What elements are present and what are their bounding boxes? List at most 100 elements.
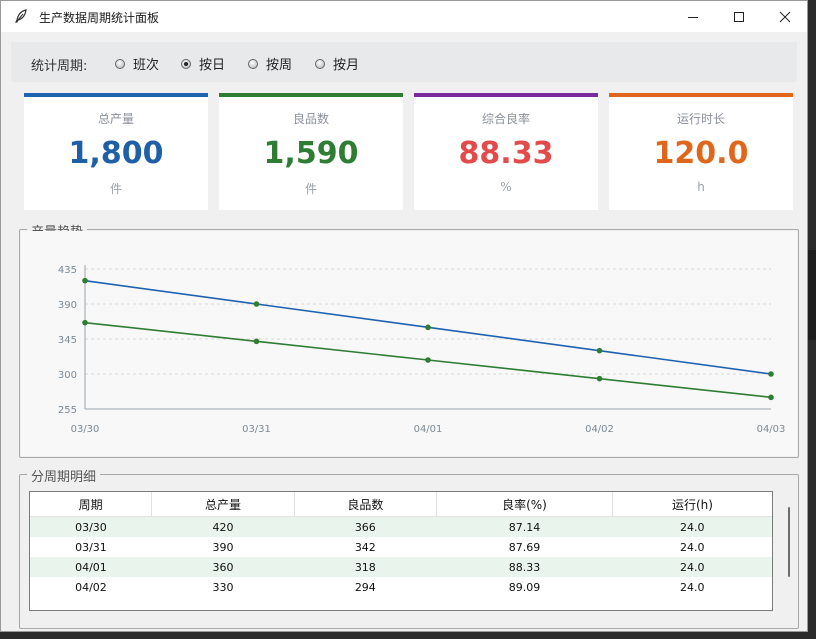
table-cell: 88.33 (436, 557, 613, 577)
radio-shift[interactable]: 班次 (115, 54, 159, 73)
card-good-count: 良品数 1,590 件 (219, 93, 403, 210)
radio-label: 班次 (133, 58, 160, 73)
card-unit: 件 (304, 182, 317, 196)
radio-label: 按周 (266, 58, 293, 73)
data-point (253, 301, 260, 307)
card-label: 综合良率 (481, 112, 530, 126)
table-cell: 366 (294, 516, 437, 537)
table-header-row: 周期 总产量 良品数 良率(%) 运行(h) (30, 492, 772, 517)
card-unit: h (697, 180, 705, 194)
table-cell: 04/02 (75, 580, 107, 594)
card-runtime: 运行时长 120.0 h (609, 93, 793, 210)
data-point (253, 338, 260, 345)
close-icon (779, 11, 791, 22)
maximize-button[interactable] (716, 1, 762, 32)
y-tick-label: 345 (58, 335, 77, 346)
table-cell: 420 (151, 516, 295, 537)
table-row[interactable]: 04/01 360 318 88.33 24.0 (30, 557, 772, 577)
card-label: 运行时长 (676, 112, 725, 126)
detail-group-title: 分周期明细 (27, 466, 101, 485)
x-tick-label: 04/03 (757, 424, 786, 435)
data-point (596, 375, 603, 382)
table-cell: 342 (354, 540, 376, 554)
card-total-output: 总产量 1,800 件 (24, 93, 208, 210)
radio-dot-selected[interactable] (181, 58, 191, 69)
y-tick-label: 255 (58, 405, 77, 416)
radio-dot[interactable] (115, 58, 125, 69)
card-unit: % (500, 180, 512, 194)
x-tick-label: 04/01 (414, 424, 443, 435)
table-cell: 24.0 (679, 540, 705, 554)
card-value: 1,800 (68, 136, 164, 171)
radio-label: 按日 (199, 58, 226, 73)
detail-table: 周期 总产量 良品数 良率(%) 运行(h) 03/30 420 366 87. (30, 492, 772, 597)
table-row[interactable]: 03/31 390 342 87.69 24.0 (30, 537, 772, 557)
minimize-button[interactable] (670, 1, 716, 32)
column-header[interactable]: 良品数 (294, 492, 437, 517)
card-unit: 件 (109, 182, 122, 196)
data-point (768, 371, 774, 377)
table-cell: 87.69 (508, 540, 541, 554)
table-row[interactable]: 03/30 420 366 87.14 24.0 (30, 516, 772, 537)
background-edge (808, 250, 816, 340)
trend-group: 产量趋势 25530034539043503/3003/3104/0104/02… (19, 221, 799, 458)
background-edge-accent (808, 286, 816, 300)
y-tick-label: 300 (58, 370, 77, 381)
table-cell: 89.09 (508, 580, 541, 594)
trend-chart: 255 300 345 390 435 03/30 03/31 04/01 04/02 04/03 (58, 265, 786, 435)
table-cell: 294 (354, 580, 376, 594)
scrollbar-thumb[interactable] (788, 507, 790, 577)
radio-weekly[interactable]: 按周 (248, 54, 292, 73)
data-point (425, 324, 431, 331)
feather-icon (15, 9, 27, 23)
table-cell: 390 (212, 540, 234, 554)
main-content: 统计周期: 班次 按日 按周 按月 总产量 1,800 件 (1, 32, 807, 631)
period-label: 统计周期: (31, 59, 88, 74)
radio-daily[interactable]: 按日 (181, 54, 225, 73)
column-header[interactable]: 总产量 (151, 492, 295, 517)
radio-label: 按月 (333, 58, 360, 73)
table-cell: 03/31 (75, 540, 107, 554)
data-point (425, 357, 431, 363)
y-tick-label: 435 (58, 265, 77, 276)
maximize-icon (734, 11, 744, 22)
radio-dot[interactable] (315, 58, 325, 69)
radio-monthly[interactable]: 按月 (315, 54, 359, 73)
card-value: 88.33 (458, 136, 554, 171)
column-header[interactable]: 运行(h) (612, 492, 772, 517)
y-tick-label: 390 (58, 300, 77, 311)
x-tick-label: 03/30 (71, 424, 100, 435)
column-header[interactable]: 良率(%) (436, 492, 613, 517)
data-point (82, 277, 88, 284)
card-accent-bar (24, 93, 208, 97)
x-tick-label: 03/31 (242, 424, 271, 435)
card-value: 1,590 (263, 136, 359, 171)
period-selector: 统计周期: 班次 按日 按周 按月 (11, 42, 797, 82)
card-accent-bar (609, 93, 793, 97)
card-accent-bar (414, 93, 598, 97)
close-button[interactable] (762, 1, 808, 32)
card-yield-rate: 综合良率 88.33 % (414, 93, 598, 210)
table-cell: 24.0 (612, 516, 772, 537)
table-cell: 24.0 (679, 580, 705, 594)
table-cell: 03/30 (30, 516, 152, 537)
table-cell: 87.14 (436, 516, 613, 537)
table-cell: 330 (212, 580, 234, 594)
title-bar[interactable]: 生产数据周期统计面板 (1, 1, 807, 32)
x-tick-label: 04/02 (585, 424, 614, 435)
card-label: 总产量 (97, 112, 134, 126)
table-scrollbar[interactable] (783, 499, 797, 619)
card-accent-bar (219, 93, 403, 97)
window-title: 生产数据周期统计面板 (39, 11, 160, 25)
table-row[interactable]: 04/02 330 294 89.09 24.0 (30, 577, 772, 597)
trend-chart-area: 255 300 345 390 435 03/30 03/31 04/01 04/02 04/03 (21, 231, 797, 456)
detail-table-container: 周期 总产量 良品数 良率(%) 运行(h) 03/30 420 366 87. (29, 491, 773, 611)
radio-dot[interactable] (248, 58, 258, 69)
data-point (596, 347, 603, 354)
detail-group: 分周期明细 周期 总产量 良品数 良率(%) 运行(h) (19, 466, 799, 629)
column-header[interactable]: 周期 (30, 492, 153, 517)
data-point (768, 394, 774, 401)
minimize-icon (688, 16, 698, 18)
app-window: 生产数据周期统计面板 统计周期: 班次 按日 按周 (0, 0, 808, 632)
data-point (82, 319, 88, 326)
